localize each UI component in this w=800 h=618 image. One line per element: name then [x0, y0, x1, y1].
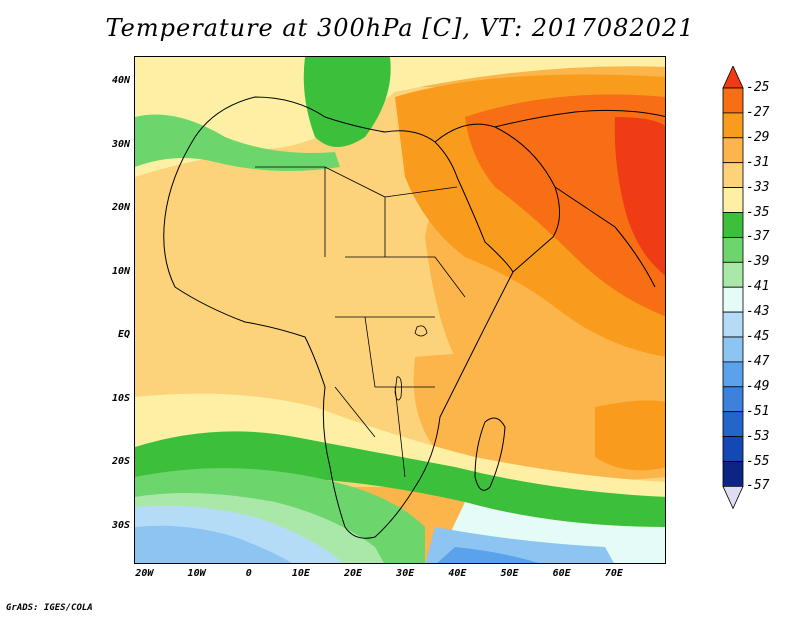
colorbar-label: -53 — [746, 428, 770, 444]
lon-label: 20E — [344, 568, 363, 579]
colorbar-swatch — [722, 311, 744, 338]
lake-victoria — [414, 325, 428, 337]
lat-label: 10N — [111, 265, 130, 277]
madagascar-coastline — [474, 417, 506, 491]
colorbar-swatch — [722, 361, 744, 388]
lat-label: 20N — [111, 202, 130, 214]
india-coastline — [554, 186, 656, 288]
temp-zone-37-south — [135, 431, 665, 527]
colorbar-label: -27 — [746, 104, 770, 120]
lon-label: 10W — [187, 568, 206, 579]
colorbar-swatch — [722, 436, 744, 462]
colorbar-swatch — [722, 461, 744, 487]
lat-label: EQ — [117, 329, 130, 341]
africa-coastline — [163, 96, 514, 539]
temp-zone-33 — [135, 87, 665, 487]
colorbar-bottom-arrow — [722, 485, 744, 510]
colorbar-label: -43 — [746, 304, 770, 320]
colorbar-label: -57 — [746, 478, 770, 494]
temp-zone-37-north — [303, 57, 391, 147]
colorbar-label: -41 — [746, 279, 770, 295]
colorbar-label: -51 — [746, 403, 770, 419]
colorbar-swatch — [722, 212, 744, 238]
colorbar-swatch — [722, 286, 744, 313]
colorbar-swatch — [722, 336, 744, 363]
credit-text: GrADS: IGES/COLA — [6, 603, 93, 613]
temperature-map[interactable] — [134, 56, 666, 564]
colorbar-label: -31 — [746, 154, 770, 170]
colorbar-swatch — [722, 261, 744, 288]
lat-label: 40N — [111, 75, 130, 87]
colorbar-label: -45 — [746, 329, 770, 344]
colorbar-label: -29 — [746, 129, 770, 145]
colorbar-label: -33 — [746, 179, 770, 195]
temp-zone-39-north — [135, 114, 340, 171]
lon-label: 20W — [135, 568, 154, 579]
lon-label: 50E — [500, 568, 519, 579]
colorbar-swatch — [722, 137, 744, 164]
lon-label: 10E — [291, 568, 310, 579]
colorbar-swatch — [722, 87, 744, 114]
lat-label: 10S — [111, 392, 130, 404]
lon-label: 60E — [552, 568, 571, 579]
colorbar-label: -47 — [746, 353, 770, 369]
colorbar-swatch — [722, 411, 744, 438]
colorbar-top-arrow — [722, 66, 744, 89]
lat-label: 30N — [111, 138, 130, 150]
temp-zone-35-south — [135, 393, 665, 512]
temp-zone-29-south — [595, 400, 665, 471]
temp-zone-49 — [437, 547, 539, 563]
arabia-coastline — [434, 123, 560, 273]
temp-zone-35-north — [135, 57, 665, 177]
colorbar-swatch — [722, 112, 744, 139]
colorbar-label: -37 — [746, 229, 770, 245]
colorbar-label: -39 — [746, 254, 770, 270]
colorbar-swatch — [722, 187, 744, 213]
temp-zone-27 — [465, 94, 665, 317]
lake-tanganyika — [394, 376, 402, 401]
colorbar-label: -25 — [746, 80, 770, 95]
temperature-field — [135, 57, 665, 563]
lon-label: 0 — [245, 568, 252, 579]
lon-label: 40E — [448, 568, 467, 579]
country-borders — [255, 166, 466, 478]
map-title: Temperature at 300hPa [C], VT: 201708202… — [105, 14, 695, 42]
temp-zone-25 — [614, 117, 665, 276]
colorbar-swatch — [722, 162, 744, 188]
lat-label: 20S — [111, 456, 130, 468]
temp-zone-47-west — [135, 525, 292, 563]
colorbar-label: -35 — [746, 204, 770, 220]
asia-coastline — [494, 109, 665, 128]
lon-label: 30E — [396, 568, 415, 579]
lon-label: 70E — [604, 568, 623, 579]
colorbar — [722, 66, 744, 510]
colorbar-label: -55 — [746, 453, 770, 469]
lat-label: 30S — [111, 519, 130, 531]
colorbar-swatch — [722, 236, 744, 263]
colorbar-label: -49 — [746, 378, 770, 394]
colorbar-swatch — [722, 386, 744, 413]
